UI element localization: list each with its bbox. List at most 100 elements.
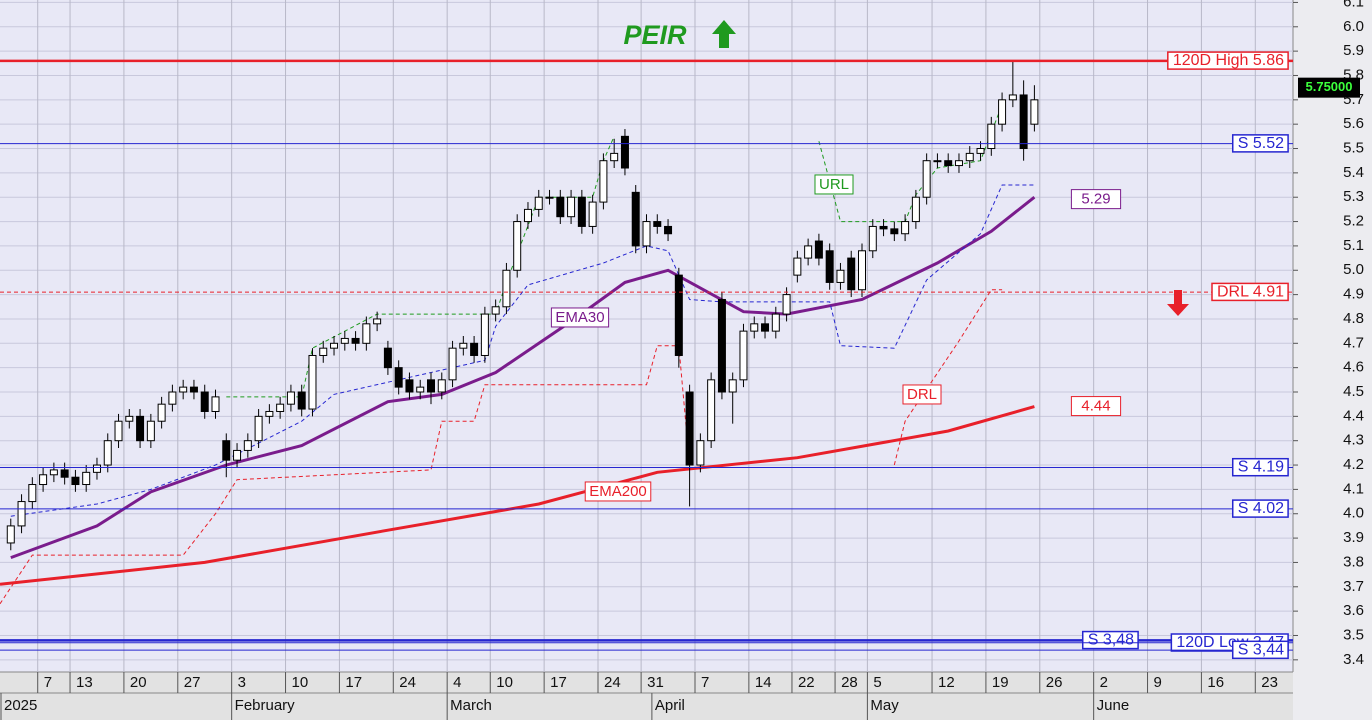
y-tick-label: 3.6 [1343, 602, 1364, 619]
candle-body [114, 420, 123, 442]
last-price-label: 5.75000 [1306, 79, 1353, 94]
x-tick-label: 10 [496, 674, 513, 691]
candle-body [211, 396, 220, 412]
x-tick-label: 26 [1046, 674, 1063, 691]
level-label-box [1081, 630, 1139, 650]
month-label: 2025 [4, 697, 37, 714]
candle-body [890, 228, 899, 235]
candle-body [383, 347, 392, 369]
x-tick-label: 19 [992, 674, 1009, 691]
chart-title: PEIR [623, 20, 687, 50]
candle-body [222, 440, 231, 461]
candle-body [685, 391, 694, 466]
x-tick-label: 24 [604, 674, 621, 691]
y-tick-label: 4.4 [1343, 407, 1364, 424]
candle-body [793, 257, 802, 276]
candle-body [71, 476, 80, 486]
x-tick-label: 16 [1207, 674, 1224, 691]
candles [6, 60, 1039, 551]
y-tick-label: 5.3 [1343, 188, 1364, 205]
candle-body [642, 221, 651, 247]
x-tick-label: 27 [184, 674, 201, 691]
y-tick-label: 5.0 [1343, 261, 1364, 278]
candle-body [998, 99, 1007, 125]
x-tick-label: 5 [873, 674, 881, 691]
end-label-box [1070, 396, 1122, 417]
overlay-line [0, 289, 1003, 605]
x-tick-label: 2 [1100, 674, 1108, 691]
y-axis-area [1293, 0, 1372, 720]
candle-body [901, 221, 910, 235]
candle-body [588, 201, 597, 227]
candle-body [653, 221, 662, 227]
level-label: S 4.19 [1238, 459, 1284, 476]
candle-body [82, 471, 91, 486]
candle-body [965, 152, 974, 162]
candle-body [427, 379, 435, 393]
candle-body [513, 221, 522, 271]
x-tick-label: 13 [76, 674, 93, 691]
last-price-box [1298, 77, 1360, 98]
line-label-box [550, 307, 610, 328]
candle-body [728, 379, 737, 393]
level-label-box [1231, 134, 1289, 153]
candle-body [136, 415, 145, 442]
line-label: DRL [907, 386, 937, 403]
x-tick-label: 17 [345, 674, 362, 691]
candle-body [103, 440, 112, 466]
y-tick-label: 4.7 [1343, 334, 1364, 351]
level-label-box [1231, 640, 1289, 660]
candle-body [847, 257, 856, 291]
line-label: URL [819, 176, 849, 193]
candle-body [502, 269, 511, 308]
candle-body [954, 160, 963, 167]
candle-body [297, 391, 306, 410]
month-label: April [655, 697, 685, 714]
x-axis-area [0, 672, 1293, 720]
candle-body [750, 323, 759, 332]
candle-body [373, 318, 382, 325]
candle-body [448, 347, 457, 381]
candle-body [858, 250, 866, 291]
candle-body [879, 225, 888, 230]
candle-body [707, 379, 716, 442]
candle-body [523, 208, 532, 223]
candle-body [28, 484, 37, 503]
candle-body [459, 342, 468, 349]
candle-body [771, 313, 780, 332]
candle-body [577, 196, 586, 227]
x-tick-label: 10 [292, 674, 309, 691]
candle-body [286, 391, 295, 405]
candle-body [308, 354, 317, 410]
candle-body [265, 410, 274, 417]
candle-body [814, 240, 823, 259]
end-label: 5.29 [1081, 191, 1110, 208]
y-tick-label: 4.3 [1343, 432, 1364, 449]
level-label: 120D High 5.86 [1173, 52, 1284, 69]
x-tick-label: 28 [841, 674, 858, 691]
candle-body [944, 160, 953, 167]
line-label-box [902, 384, 942, 405]
y-tick-label: 3.4 [1343, 651, 1364, 668]
candle-body [470, 342, 479, 356]
month-label: March [450, 697, 492, 714]
y-tick-label: 5.4 [1343, 164, 1364, 181]
candle-body [836, 269, 845, 283]
level-label: S 3,44 [1238, 641, 1284, 658]
x-tick-label: 22 [798, 674, 815, 691]
candle-body [761, 323, 770, 332]
y-tick-label: 3.8 [1343, 553, 1364, 570]
candle-body [394, 367, 403, 388]
candle-body [696, 440, 705, 466]
level-label-box [1231, 499, 1289, 518]
y-tick-label: 4.6 [1343, 359, 1364, 376]
candle-body [125, 415, 134, 422]
candle-body [480, 313, 489, 356]
candle-body [1030, 99, 1039, 125]
grid [0, 0, 1293, 672]
candle-body [782, 294, 791, 315]
candle-body [39, 474, 48, 486]
y-tick-label: 5.9 [1343, 42, 1364, 59]
level-label: S 3,48 [1088, 632, 1134, 649]
